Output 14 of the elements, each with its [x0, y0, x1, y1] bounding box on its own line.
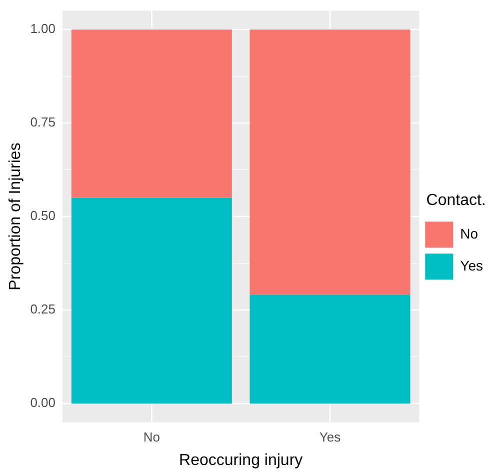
y-tick-label: 0.25 — [30, 302, 56, 317]
bar — [250, 295, 410, 404]
x-axis-title: Reoccuring injury — [179, 452, 303, 469]
bar — [250, 30, 410, 296]
y-tick-label: 1.00 — [30, 21, 56, 36]
bar — [71, 198, 232, 404]
legend-title: Contact. — [426, 192, 486, 209]
y-tick-label: 0.75 — [30, 114, 56, 130]
legend-label: Yes — [460, 257, 484, 274]
bar — [71, 30, 232, 198]
y-tick-label: 0.50 — [30, 208, 56, 224]
y-axis-title: Proportion of Injuries — [7, 142, 24, 290]
y-tick-label: 0.00 — [30, 395, 56, 410]
legend-label: No — [460, 225, 478, 242]
